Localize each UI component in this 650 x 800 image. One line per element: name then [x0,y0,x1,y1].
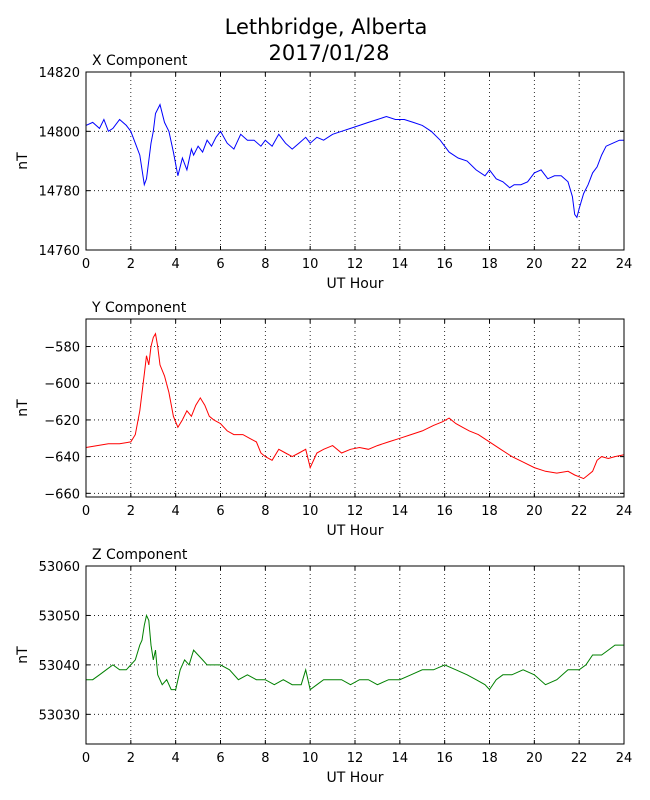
x-tick-label-x: 6 [216,257,224,272]
x-tick-label-x: 20 [526,257,543,272]
x-tick-label-x: 24 [616,257,633,272]
x-tick-label-x: 12 [347,257,364,272]
panel-y: 0 2 4 6 8 10 12 14 16 18 20 22 24−660−640−620−600−58… [15,300,632,539]
x-axis-label-x: UT Hour [327,276,384,292]
x-axis-label-y: UT Hour [327,523,384,539]
x-tick-label-x: 2 [127,257,135,272]
x-tick-label-z: 24 [616,751,633,766]
y-tick-label-y: −600 [44,377,80,392]
y-tick-label-y: −580 [44,341,80,356]
x-tick-label-x: 14 [392,257,409,272]
x-tick-label-y: 8 [261,504,269,519]
x-tick-label-z: 20 [526,751,543,766]
x-tick-label-y: 2 [127,504,135,519]
x-tick-label-z: 4 [172,751,180,766]
panel-title-x: X Component [92,53,188,69]
x-tick-label-y: 14 [392,504,409,519]
x-tick-label-z: 12 [347,751,364,766]
figure-title-line2: 2017/01/28 [268,41,389,65]
y-tick-label-z: 53030 [39,708,80,723]
y-tick-label-x: 14780 [39,185,80,200]
figure-title-line1: Lethbridge, Alberta [225,15,428,39]
y-axis-label-z: nT [15,646,31,664]
y-tick-label-z: 53060 [39,560,80,575]
x-tick-label-z: 14 [392,751,409,766]
x-tick-label-y: 4 [172,504,180,519]
series-line-y [85,332,625,480]
x-tick-label-x: 0 [82,257,90,272]
x-tick-label-z: 16 [436,751,453,766]
x-tick-label-y: 20 [526,504,543,519]
x-tick-label-y: 10 [302,504,319,519]
x-tick-label-y: 0 [82,504,90,519]
x-tick-label-y: 16 [436,504,453,519]
x-tick-label-x: 18 [481,257,498,272]
x-tick-label-z: 6 [216,751,224,766]
x-tick-label-z: 22 [571,751,588,766]
y-tick-label-y: −640 [44,451,80,466]
y-axis-label-y: nT [15,399,31,417]
panel-z: 0 2 4 6 8 10 12 14 16 18 20 22 245303053040530505306… [15,547,632,786]
x-tick-label-x: 10 [302,257,319,272]
series-line-z [86,613,624,691]
y-tick-label-y: −660 [44,487,80,502]
y-tick-label-z: 53040 [39,659,80,674]
y-tick-label-x: 14760 [39,244,80,259]
x-tick-label-y: 12 [347,504,364,519]
x-tick-label-z: 10 [302,751,319,766]
panel-title-z: Z Component [92,547,188,563]
x-tick-label-x: 4 [172,257,180,272]
y-tick-label-x: 14800 [39,125,80,140]
x-tick-label-x: 16 [436,257,453,272]
series-line-x [85,103,624,219]
y-tick-label-y: −620 [44,414,80,429]
x-tick-label-y: 18 [481,504,498,519]
x-tick-label-z: 18 [481,751,498,766]
x-tick-label-z: 2 [127,751,135,766]
x-tick-label-x: 22 [571,257,588,272]
x-tick-label-y: 24 [616,504,633,519]
y-tick-label-x: 14820 [39,66,80,81]
panel-x: 0 2 4 6 8 10 12 14 16 18 20 22 241476014780148001482… [15,53,632,292]
x-tick-label-y: 22 [571,504,588,519]
x-tick-label-x: 8 [261,257,269,272]
x-tick-label-z: 0 [82,751,90,766]
panel-title-y: Y Component [91,300,187,316]
x-tick-label-y: 6 [216,504,224,519]
x-axis-label-z: UT Hour [327,770,384,786]
x-tick-label-z: 8 [261,751,269,766]
y-tick-label-z: 53050 [39,609,80,624]
y-axis-label-x: nT [15,152,31,170]
